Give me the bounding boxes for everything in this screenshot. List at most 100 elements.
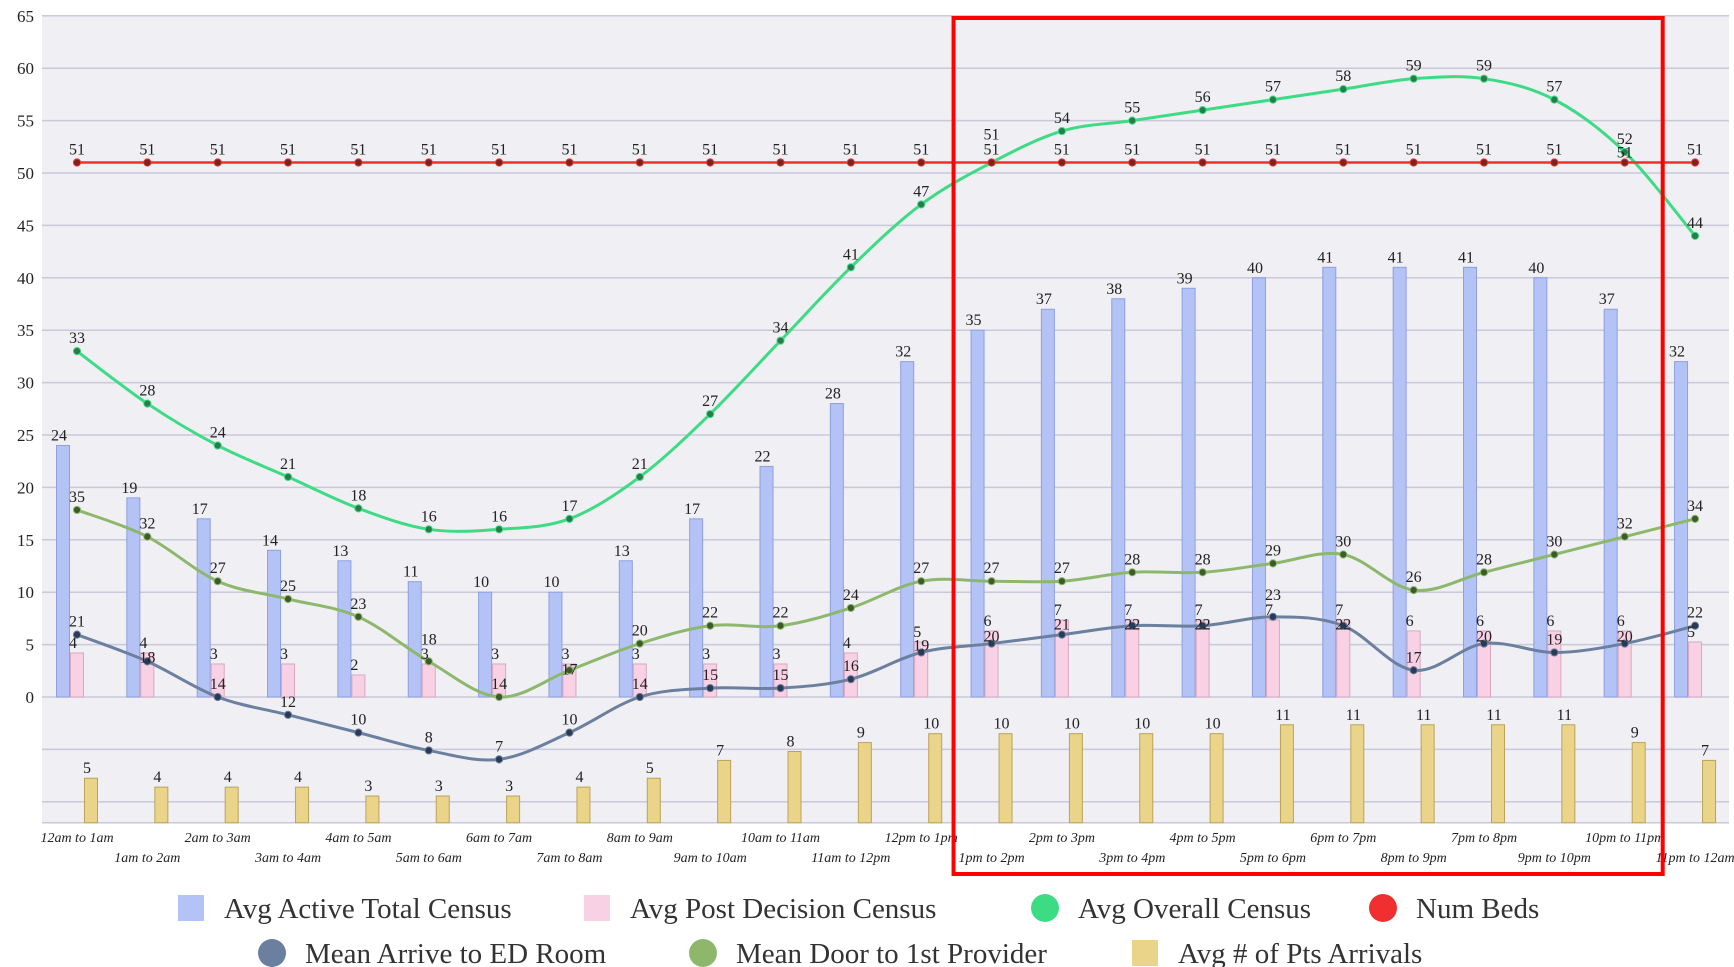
data-label: 13 xyxy=(332,543,348,560)
overall-census-line xyxy=(76,75,1697,533)
door-to-provider-point xyxy=(1620,532,1629,541)
data-label: 4 xyxy=(224,769,232,786)
data-label: 17 xyxy=(561,661,577,678)
active-census-bar xyxy=(56,444,70,698)
data-label: 10 xyxy=(1134,716,1150,733)
arrive-to-ed-point xyxy=(1128,621,1137,630)
data-label: 27 xyxy=(210,560,226,577)
data-label: 59 xyxy=(1406,58,1422,75)
data-label: 51 xyxy=(139,142,155,159)
data-label: 51 xyxy=(1546,142,1562,159)
overall-census-point xyxy=(495,525,504,534)
overall-census-point xyxy=(776,336,785,345)
arrivals-bar xyxy=(1491,724,1505,824)
data-label: 11 xyxy=(1486,707,1501,724)
arrivals-bar xyxy=(646,777,661,824)
data-label: 32 xyxy=(895,344,911,361)
data-label: 16 xyxy=(843,658,859,675)
data-label: 19 xyxy=(1546,631,1562,648)
legend-label: Num Beds xyxy=(1416,893,1539,925)
data-label: 3 xyxy=(280,646,288,663)
x-tick-label: 3pm to 4pm xyxy=(1098,851,1165,866)
active-census-bar xyxy=(407,581,422,698)
data-label: 11 xyxy=(403,564,418,581)
data-label: 51 xyxy=(280,142,296,159)
arrive-to-ed-point xyxy=(1057,630,1067,639)
data-label: 8 xyxy=(787,733,795,750)
arrivals-bar xyxy=(1631,742,1646,824)
data-label: 35 xyxy=(69,489,85,506)
door-to-provider-point xyxy=(354,612,363,621)
overall-census-point xyxy=(354,504,363,513)
active-census-bar xyxy=(689,518,704,698)
arrive-to-ed-point xyxy=(1339,621,1348,630)
legend-label: Avg # of Pts Arrivals xyxy=(1178,938,1422,967)
data-label: 21 xyxy=(1054,617,1070,634)
data-label: 39 xyxy=(1177,270,1193,287)
legend-label: Avg Overall Census xyxy=(1078,893,1311,925)
data-label: 40 xyxy=(1528,260,1544,277)
y-tick-label: 50 xyxy=(17,164,34,183)
arrivals-bar xyxy=(365,795,380,824)
data-label: 22 xyxy=(1195,617,1211,634)
x-tick-label: 9am to 10am xyxy=(674,851,747,866)
data-label: 13 xyxy=(614,543,630,560)
num-beds-point xyxy=(1409,158,1418,167)
door-to-provider-point xyxy=(72,505,82,515)
data-label: 26 xyxy=(1406,569,1422,586)
x-tick-label: 7pm to 8pm xyxy=(1451,831,1517,846)
num-beds-point xyxy=(354,158,363,167)
x-tick-label: 4am to 5am xyxy=(325,831,391,846)
data-label: 18 xyxy=(350,487,366,504)
data-label: 20 xyxy=(1617,629,1633,646)
data-label: 11 xyxy=(1557,707,1572,724)
data-label: 15 xyxy=(702,667,718,684)
door-to-provider-point xyxy=(1057,577,1067,586)
data-label: 3 xyxy=(435,778,443,795)
data-label: 27 xyxy=(702,393,718,410)
door-to-provider-point xyxy=(846,603,855,613)
num-beds-point xyxy=(706,158,715,167)
data-label: 44 xyxy=(1687,215,1703,232)
data-label: 16 xyxy=(421,508,437,525)
data-label: 40 xyxy=(1247,260,1263,277)
y-tick-label: 60 xyxy=(17,59,34,78)
door-to-provider-point xyxy=(987,577,996,586)
post-decision-bar xyxy=(1477,630,1491,698)
data-label: 20 xyxy=(632,623,648,640)
active-census-bar xyxy=(548,591,563,698)
overall-census-point xyxy=(1128,116,1137,125)
num-beds-point xyxy=(1057,158,1067,167)
y-tick-label: 10 xyxy=(17,583,34,602)
active-census-bar xyxy=(1392,266,1407,698)
arrive-to-ed-point xyxy=(72,630,82,639)
active-census-bar xyxy=(196,518,211,698)
data-label: 3 xyxy=(702,646,710,663)
num-beds-point xyxy=(846,158,855,167)
data-label: 3 xyxy=(632,646,640,663)
active-census-bar xyxy=(1674,361,1689,698)
data-label: 35 xyxy=(966,312,982,329)
data-label: 7 xyxy=(495,738,503,755)
active-census-bar xyxy=(1251,277,1266,698)
num-beds-point xyxy=(1339,158,1348,167)
x-tick-label: 3am to 4am xyxy=(254,851,321,866)
data-label: 18 xyxy=(421,631,437,648)
door-to-provider-point xyxy=(143,532,152,541)
data-label: 28 xyxy=(1124,551,1140,568)
data-label: 3 xyxy=(561,646,569,663)
overall-census-point xyxy=(1198,106,1207,115)
data-label: 22 xyxy=(1687,605,1703,622)
door-to-provider-point xyxy=(1339,550,1348,559)
active-census-bar xyxy=(478,591,493,698)
x-tick-label: 2pm to 3pm xyxy=(1029,831,1095,846)
num-beds-point xyxy=(1550,158,1559,167)
data-label: 11 xyxy=(1346,707,1361,724)
active-census-bar xyxy=(1181,287,1196,698)
data-label: 2 xyxy=(350,657,358,674)
num-beds-point xyxy=(1620,158,1629,167)
data-label: 10 xyxy=(350,712,366,729)
overall-census-point xyxy=(1620,147,1629,157)
overall-census-point xyxy=(635,472,644,482)
arrivals-bar xyxy=(1561,724,1576,824)
